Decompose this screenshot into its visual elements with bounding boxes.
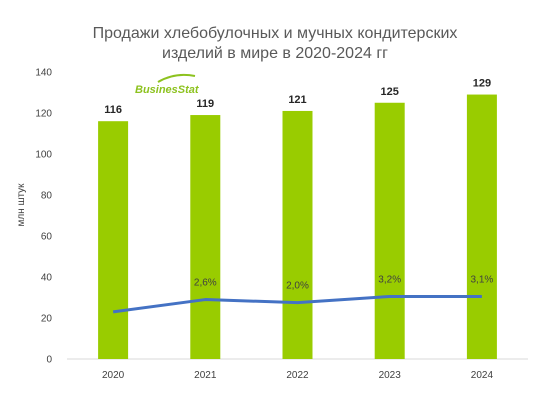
- bar-value-label: 129: [473, 78, 491, 90]
- bar-2020: [98, 121, 129, 359]
- growth-rate-label: 2,0%: [286, 281, 309, 292]
- y-tick-label: 40: [41, 273, 53, 284]
- businesstat-logo: BusinesStat: [135, 73, 200, 96]
- logo-swoosh-icon: [157, 73, 196, 83]
- bar-2024: [466, 94, 497, 360]
- y-ticks: 0 20 40 60 80 100 120 140: [35, 68, 52, 366]
- y-tick-label: 0: [46, 355, 52, 366]
- y-tick-label: 140: [35, 68, 52, 79]
- y-tick-label: 100: [35, 150, 52, 161]
- bars: [98, 94, 497, 360]
- growth-rate-label: 3,2%: [378, 274, 401, 285]
- y-tick-label: 80: [41, 191, 53, 202]
- y-tick-label: 120: [35, 109, 52, 120]
- bar-2022: [282, 110, 313, 359]
- bar-2023: [374, 102, 405, 359]
- y-tick-label: 20: [41, 314, 53, 325]
- growth-line: [112, 294, 482, 314]
- y-tick-label: 60: [41, 232, 53, 243]
- chart-title-line-1: Продажи хлебобулочных и мучных кондитерс…: [93, 25, 458, 42]
- bar-2021: [190, 115, 221, 359]
- growth-rate-label: 2,6%: [194, 278, 217, 289]
- chart-title-line-2: изделий в мире в 2020-2024 гг: [162, 45, 388, 62]
- bar-labels: 116 119 121 125 129: [104, 78, 491, 117]
- x-tick-label: 2023: [379, 370, 402, 381]
- x-tick-label: 2022: [286, 370, 309, 381]
- y-axis-label: млн штук: [16, 183, 27, 227]
- x-tick-label: 2021: [194, 370, 217, 381]
- logo-text: BusinesStat: [135, 84, 200, 96]
- x-tick-label: 2020: [102, 370, 125, 381]
- x-ticks: 2020 2021 2022 2023 2024: [102, 370, 493, 381]
- bar-value-label: 125: [381, 86, 399, 98]
- bar-value-label: 116: [104, 104, 122, 116]
- x-tick-label: 2024: [471, 370, 494, 381]
- bar-value-label: 121: [288, 94, 306, 106]
- growth-line-series: 2,6% 2,0% 3,2% 3,1%: [112, 274, 494, 314]
- growth-rate-label: 3,1%: [471, 274, 494, 285]
- bar-value-label: 119: [196, 98, 214, 110]
